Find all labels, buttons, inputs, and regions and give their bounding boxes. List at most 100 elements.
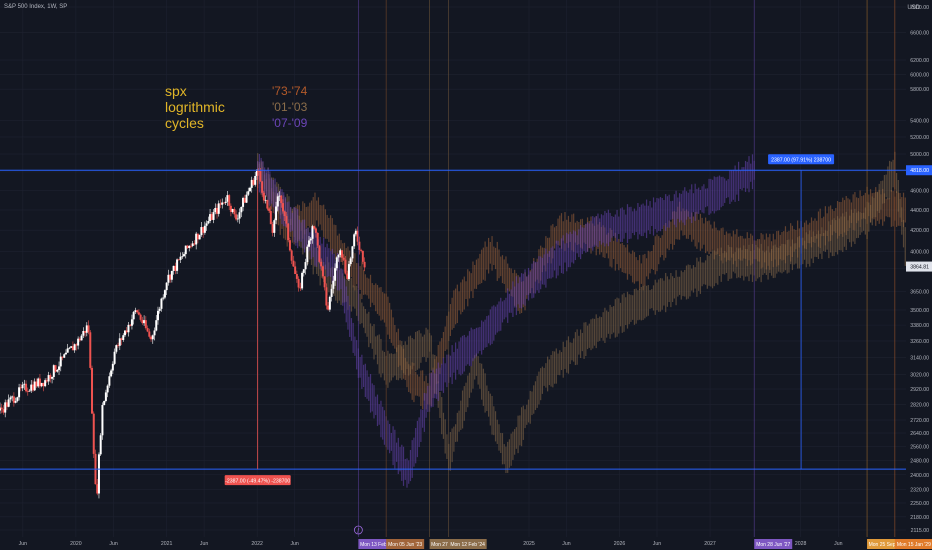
- candle-body: [306, 246, 309, 263]
- candle-body: [82, 331, 85, 336]
- candle-body: [162, 297, 165, 299]
- candle-body: [200, 227, 203, 236]
- candle-body: [269, 210, 272, 225]
- candle-body: [160, 298, 163, 309]
- candle-body: [144, 320, 147, 329]
- candle-body: [335, 257, 338, 269]
- date-marker-tag: [867, 539, 906, 549]
- date-marker-label: Mon 15 Jan '29: [897, 542, 931, 548]
- candle-body: [191, 243, 194, 247]
- candle-body: [349, 258, 352, 265]
- candle-body: [113, 351, 116, 364]
- candle-body: [64, 352, 67, 355]
- candle-body: [11, 396, 14, 398]
- candle-body: [51, 376, 54, 379]
- candle-body: [120, 338, 123, 340]
- candle-body: [186, 245, 189, 248]
- candle-body: [209, 214, 212, 221]
- measure-label: 2387.00 (97.91%) 238700: [768, 154, 835, 165]
- candle-body: [330, 288, 333, 297]
- candle-body: [137, 312, 140, 315]
- candle-body: [26, 391, 29, 393]
- candle-body: [264, 199, 267, 201]
- symbol-title: S&P 500 Index, 1W, SP: [4, 4, 68, 10]
- candle-body: [254, 175, 257, 185]
- date-marker-tag: [448, 539, 487, 549]
- candle-body: [351, 246, 354, 259]
- candle-body: [111, 363, 114, 371]
- candle-body: [85, 325, 88, 333]
- candle-body: [89, 332, 92, 368]
- candle-body: [189, 245, 192, 247]
- time-tick-label: Jun: [200, 541, 208, 547]
- candle-body: [122, 335, 125, 340]
- candle-body: [207, 220, 210, 224]
- legend-period: '01-'03: [272, 100, 308, 114]
- candle-body: [361, 250, 364, 262]
- time-tick-label: Jun: [290, 541, 298, 547]
- price-tick-label: 2480.00: [910, 458, 929, 464]
- price-tick-label: 2180.00: [910, 515, 929, 521]
- price-tick-label: 5400.00: [910, 118, 929, 124]
- event-glyph: ƒ: [357, 528, 360, 534]
- candle-body: [117, 345, 120, 346]
- candle-body: [75, 344, 78, 346]
- candle-body: [44, 380, 47, 387]
- candle-body: [311, 226, 314, 239]
- candle-body: [54, 365, 57, 372]
- candle-body: [339, 250, 342, 255]
- price-tick-label: 2320.00: [910, 488, 929, 494]
- candle-body: [248, 187, 251, 192]
- measure-label-text: -2387.00 (-49.47%) -238700: [225, 478, 290, 484]
- candle-body: [91, 367, 94, 414]
- candle-body: [195, 233, 198, 245]
- candle-body: [153, 330, 156, 336]
- price-tick-label: 3380.00: [910, 323, 929, 329]
- candle-body: [294, 266, 297, 275]
- level-price-label: 4818.00: [910, 168, 929, 174]
- candle-body: [344, 259, 347, 274]
- candle-body: [7, 399, 10, 407]
- candle-body: [33, 381, 36, 391]
- candle-body: [360, 249, 363, 251]
- candle-body: [337, 254, 340, 258]
- candle-body: [242, 197, 245, 207]
- candle-body: [273, 220, 276, 233]
- candle-body: [68, 347, 71, 349]
- price-tick-label: 5800.00: [910, 87, 929, 93]
- candle-body: [271, 224, 274, 233]
- currency-label: USD: [907, 5, 920, 11]
- level-price-tag: [906, 165, 932, 176]
- price-tick-label: 6600.00: [910, 31, 929, 37]
- candle-body: [165, 282, 168, 291]
- candle-body: [176, 259, 179, 271]
- candle-body: [224, 201, 227, 204]
- candle-body: [285, 216, 288, 224]
- price-tick-label: 4600.00: [910, 188, 929, 194]
- candle-body: [99, 435, 102, 455]
- candle-body: [129, 324, 132, 326]
- time-tick-label: 2022: [251, 541, 263, 547]
- price-tick-label: 4200.00: [910, 228, 929, 234]
- legend-text: logrithmic: [165, 99, 225, 115]
- time-tick-label: Jun: [834, 541, 842, 547]
- date-marker-tag: [358, 539, 397, 549]
- candle-body: [210, 214, 213, 220]
- candle-body: [243, 197, 246, 203]
- candle-body: [240, 206, 243, 213]
- candle-body: [290, 250, 293, 261]
- candle-body: [363, 261, 366, 268]
- candle-body: [332, 280, 335, 289]
- candle-body: [202, 227, 205, 233]
- candle-body: [12, 396, 15, 403]
- candle-body: [318, 245, 321, 262]
- candle-body: [184, 245, 187, 255]
- candle-body: [42, 382, 45, 387]
- candle-body: [150, 336, 153, 340]
- candle-body: [255, 170, 258, 176]
- candle-body: [280, 195, 283, 204]
- candle-body: [2, 409, 5, 413]
- candle-body: [37, 378, 40, 387]
- candle-body: [14, 400, 17, 403]
